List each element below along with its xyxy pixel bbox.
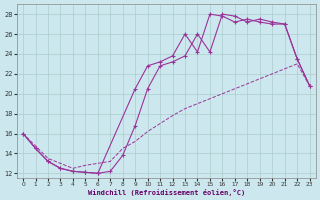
X-axis label: Windchill (Refroidissement éolien,°C): Windchill (Refroidissement éolien,°C) — [88, 189, 245, 196]
